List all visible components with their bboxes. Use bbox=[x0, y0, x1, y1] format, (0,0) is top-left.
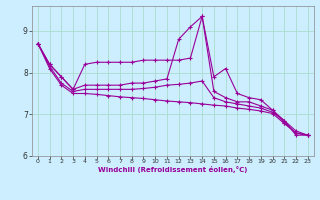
X-axis label: Windchill (Refroidissement éolien,°C): Windchill (Refroidissement éolien,°C) bbox=[98, 166, 247, 173]
